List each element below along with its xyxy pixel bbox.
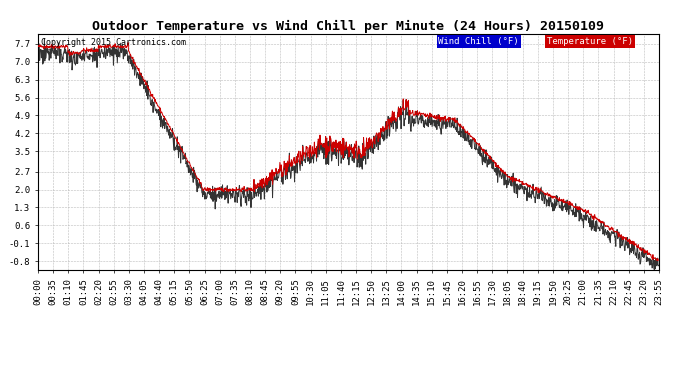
Text: Temperature (°F): Temperature (°F): [547, 37, 633, 46]
Text: Wind Chill (°F): Wind Chill (°F): [439, 37, 519, 46]
Title: Outdoor Temperature vs Wind Chill per Minute (24 Hours) 20150109: Outdoor Temperature vs Wind Chill per Mi…: [92, 20, 604, 33]
Text: Copyright 2015 Cartronics.com: Copyright 2015 Cartronics.com: [41, 39, 186, 48]
